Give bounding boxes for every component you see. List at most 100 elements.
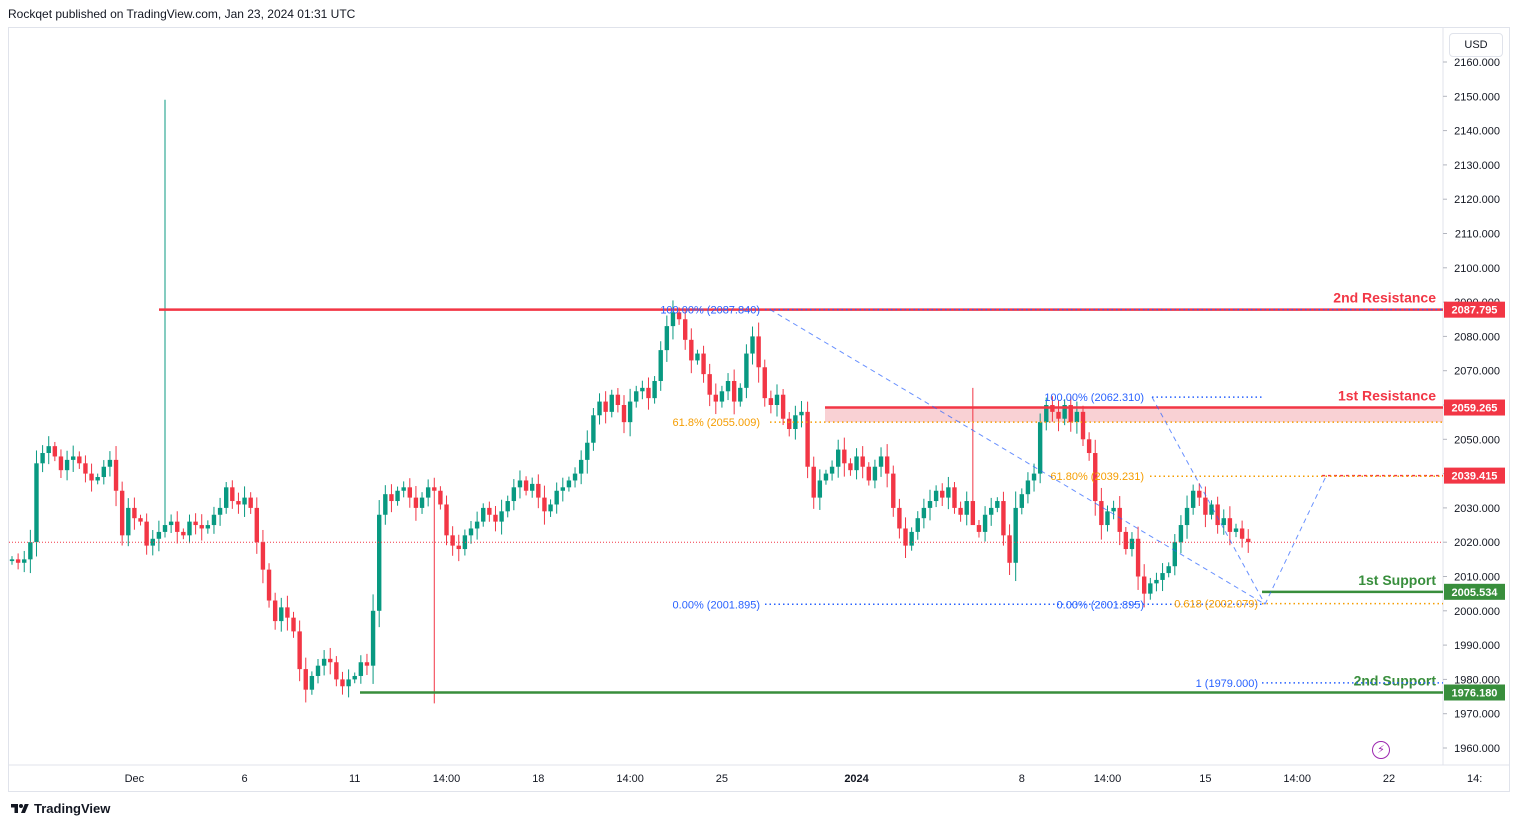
candle-body (1184, 507, 1190, 526)
candle-body (58, 456, 64, 471)
candle-body (1190, 490, 1196, 508)
candle-body (101, 466, 106, 478)
price-badge (1444, 399, 1505, 416)
candle-body (866, 466, 871, 481)
y-tick-label: 2000.000 (1454, 606, 1500, 618)
price-badge (1444, 583, 1505, 600)
x-tick-label: 18 (532, 773, 544, 785)
y-tick-label: 1970.000 (1454, 709, 1500, 721)
candle-body (542, 497, 547, 512)
candle-body (884, 456, 890, 474)
candle-body (982, 514, 988, 532)
candle-body (297, 631, 302, 670)
candle-body (487, 507, 492, 515)
candle-body (1031, 473, 1037, 481)
candle-body (952, 487, 957, 508)
candle-body (701, 353, 706, 375)
candle-body (1025, 480, 1031, 495)
candle-body (640, 387, 645, 392)
candle-body (1105, 511, 1110, 526)
candle-body (787, 418, 792, 430)
candle-body (242, 497, 247, 505)
price-badge (1444, 467, 1505, 484)
y-tick-label: 2160.000 (1454, 57, 1500, 69)
candle-body (217, 507, 223, 515)
candle-body (560, 487, 565, 491)
candle-body (315, 665, 321, 676)
candle-body (438, 490, 443, 505)
level-name: 1st Resistance (1338, 388, 1436, 404)
level-name: 2nd Support (1354, 673, 1437, 689)
candle-body (1001, 501, 1006, 536)
candle-body (499, 511, 504, 522)
candle-body (676, 312, 682, 320)
candle-body (462, 535, 468, 550)
candle-body (175, 521, 180, 532)
y-tick-label: 2020.000 (1454, 537, 1500, 549)
y-tick-label: 2120.000 (1454, 194, 1500, 206)
level-name: 2nd Resistance (1333, 290, 1436, 306)
candle-body (842, 449, 847, 464)
x-tick-label: 14: (1467, 773, 1482, 785)
y-tick-label: 2140.000 (1454, 126, 1500, 138)
candle-body (205, 525, 211, 529)
candle-body (652, 380, 657, 399)
candle-body (1148, 583, 1153, 594)
x-tick-label: 2024 (844, 773, 869, 785)
candle-body (377, 514, 382, 611)
candle-body (321, 658, 327, 666)
candle-body (615, 394, 621, 405)
candle-body (731, 380, 737, 402)
fib-label: 0.618 (2002.079) (1174, 599, 1258, 611)
candle-body (670, 312, 676, 327)
x-tick-label: 14:00 (433, 773, 461, 785)
candle-body (805, 411, 810, 467)
fib-label: 1 (1979.000) (1196, 678, 1258, 690)
tradingview-logo[interactable]: TradingView (10, 801, 110, 816)
currency-button[interactable]: USD (1449, 33, 1503, 57)
candle-body (138, 518, 143, 522)
candle-body (1142, 576, 1147, 594)
candle-body (793, 415, 798, 430)
candle-body (272, 600, 278, 622)
price-badges: 2087.795 2059.265 2039.415 2005.534 1976.180 (1444, 301, 1505, 701)
candle-body (707, 374, 712, 395)
candle-body (976, 525, 982, 532)
candle-body (854, 456, 859, 471)
candle-body (597, 401, 602, 416)
candle-body (848, 463, 853, 471)
candle-body (738, 387, 743, 402)
candle-body (756, 336, 761, 368)
candle-body (370, 610, 376, 666)
candle-body (266, 569, 272, 601)
level-name: 1st Support (1358, 572, 1436, 588)
y-tick-label: 2010.000 (1454, 572, 1500, 584)
candle-body (719, 391, 725, 402)
candle-body (156, 531, 162, 539)
candle-body (946, 487, 951, 498)
candle-body (517, 480, 523, 488)
candle-body (1117, 507, 1122, 532)
brand-name: TradingView (34, 801, 111, 816)
x-tick-label: 25 (716, 773, 728, 785)
candle-body (1246, 538, 1251, 543)
flash-icon[interactable]: ⚡ (1372, 741, 1390, 759)
candle-body (199, 525, 204, 529)
fib-label: 61.8% (2055.009) (673, 417, 760, 429)
candle-body (71, 456, 76, 460)
y-tick-label: 2080.000 (1454, 331, 1500, 343)
candle-body (89, 473, 94, 481)
candle-body (1209, 504, 1214, 515)
candle-body (683, 319, 688, 340)
candle-body (872, 466, 878, 481)
candle-body (254, 507, 259, 543)
candle-body (995, 501, 1000, 508)
candle-body (627, 401, 633, 423)
candle-body (132, 507, 137, 519)
candle-body (181, 531, 186, 536)
price-badge-label: 1976.180 (1452, 688, 1498, 700)
candle-body (585, 442, 590, 460)
candle-body (432, 487, 437, 491)
trend-segment (1151, 396, 1266, 605)
